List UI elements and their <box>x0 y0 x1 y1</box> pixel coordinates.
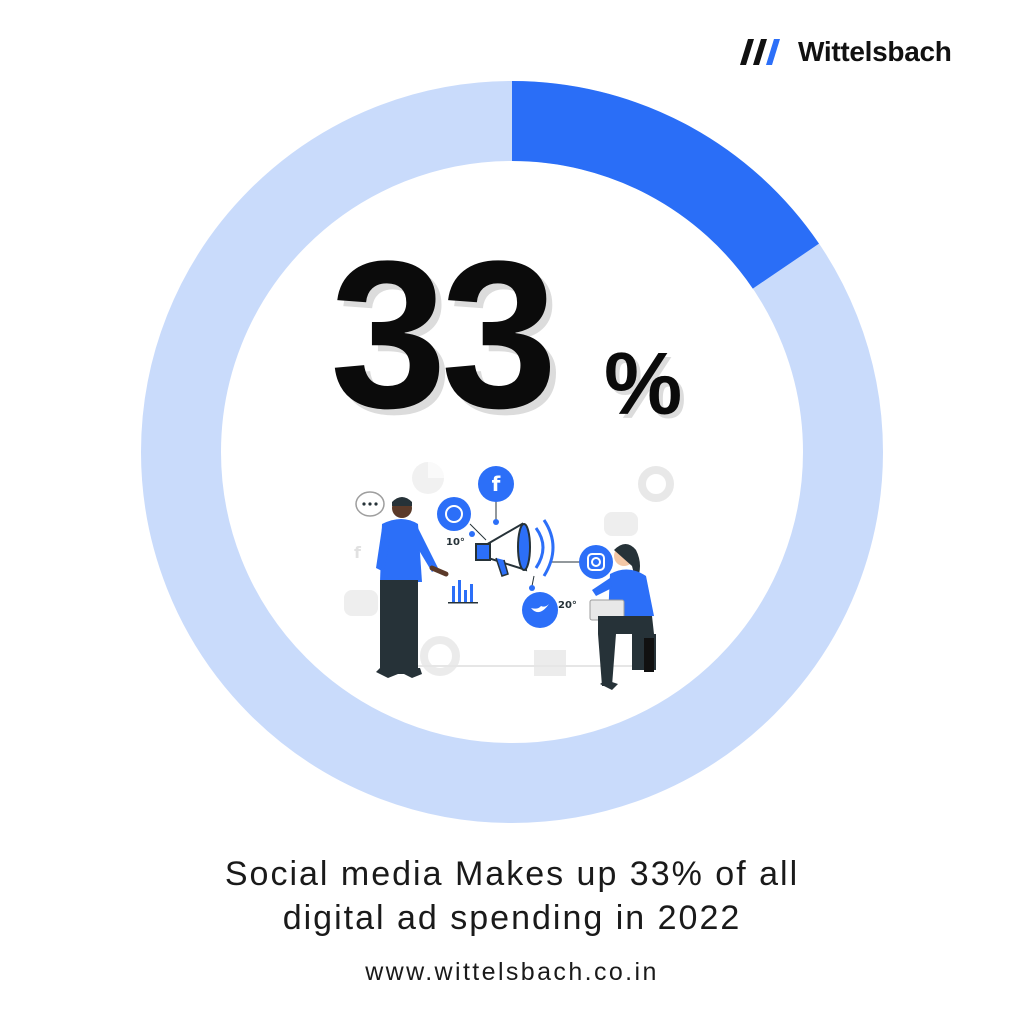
whatsapp-badge: 10° <box>446 537 465 548</box>
man-figure <box>376 497 449 678</box>
woman-figure <box>589 544 656 690</box>
svg-text:f: f <box>354 543 362 562</box>
stat-unit: % <box>604 334 683 433</box>
website-link[interactable]: www.wittelsbach.co.in <box>365 958 659 986</box>
brand-name: Wittelsbach <box>798 36 952 67</box>
megaphone-icon <box>475 519 555 577</box>
pie-chart-icon <box>412 462 444 494</box>
triple-slash-logo-icon <box>740 39 780 65</box>
facebook-faint-icon: f <box>354 543 362 562</box>
twitter-badge: 20° <box>558 600 577 611</box>
instagram-icon <box>579 545 613 579</box>
stat-value: 33 <box>330 217 558 452</box>
whatsapp-icon <box>437 497 471 531</box>
caption: Social media Makes up 33% of all digital… <box>0 852 1024 940</box>
facebook-icon: f <box>478 466 514 502</box>
chat-bubble-icon <box>355 491 385 517</box>
caption-line-2: digital ad spending in 2022 <box>282 899 742 937</box>
ring-filled-arc <box>511 81 819 290</box>
caption-line-1: Social media Makes up 33% of all <box>224 855 800 893</box>
brand-logo: Wittelsbach <box>740 36 952 68</box>
svg-text:f: f <box>492 472 501 496</box>
bar-chart-icon <box>448 580 478 604</box>
checkbox-decor <box>534 650 566 676</box>
chat-bubble-faint-icon <box>344 512 638 616</box>
ring-decor-icon-2 <box>420 636 460 676</box>
ring-decor-icon <box>638 466 674 502</box>
social-media-illustration: f f 10° 20° <box>344 462 674 690</box>
twitter-icon <box>522 592 558 628</box>
